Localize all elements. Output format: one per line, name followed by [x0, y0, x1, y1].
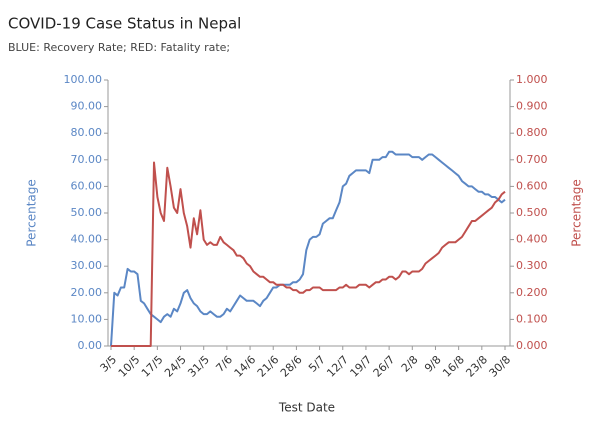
series-line	[110, 150, 506, 347]
y2-tick-label: 0.700	[516, 153, 548, 166]
chart-title: COVID-19 Case Status in Nepal	[8, 15, 241, 33]
y-tick-label: 10.00	[71, 312, 103, 325]
y2-tick-label: 1.000	[516, 73, 548, 86]
y-tick-label: 50.00	[71, 206, 103, 219]
y2-tick-label: 0.100	[516, 312, 548, 325]
y-tick-label: 70.00	[71, 153, 103, 166]
x-tick-label: 12/7	[324, 353, 351, 380]
y-axis-label: Percentage	[25, 179, 39, 247]
y-tick-label: 100.00	[64, 73, 103, 86]
chart-subtitle: BLUE: Recovery Rate; RED: Fatality rate;	[8, 41, 230, 54]
y-tick-label: 30.00	[71, 259, 103, 272]
x-tick-label: 30/8	[487, 353, 514, 380]
x-tick-label: 17/5	[139, 353, 166, 380]
x-tick-label: 21/6	[255, 353, 282, 380]
y2-tick-label: 0.900	[516, 100, 548, 113]
y2-tick-label: 0.500	[516, 206, 548, 219]
x-tick-label: 24/5	[162, 353, 189, 380]
x-tick-label: 2/8	[399, 353, 421, 375]
y2-tick-label: 0.800	[516, 126, 548, 139]
x-tick-label: 26/7	[371, 353, 398, 380]
y-tick-label: 40.00	[71, 233, 103, 246]
x-tick-label: 28/6	[278, 353, 305, 380]
x-tick-label: 14/6	[232, 353, 259, 380]
x-tick-label: 19/7	[348, 353, 375, 380]
x-axis-label: Test Date	[278, 401, 335, 415]
x-tick-label: 16/8	[440, 353, 467, 380]
x-tick-label: 31/5	[185, 353, 212, 380]
y-tick-label: 20.00	[71, 286, 103, 299]
y2-axis-label: Percentage	[570, 179, 584, 247]
y-tick-label: 90.00	[71, 100, 103, 113]
series-line	[111, 161, 506, 347]
y-tick-label: 0.00	[78, 339, 103, 352]
y-tick-label: 60.00	[71, 179, 103, 192]
x-tick-label: 23/8	[463, 353, 490, 380]
y2-tick-label: 0.000	[516, 339, 548, 352]
y-tick-label: 80.00	[71, 126, 103, 139]
x-tick-label: 10/5	[116, 353, 143, 380]
y2-tick-label: 0.300	[516, 259, 548, 272]
y2-tick-label: 0.400	[516, 233, 548, 246]
y2-tick-label: 0.200	[516, 286, 548, 299]
y2-tick-label: 0.600	[516, 179, 548, 192]
